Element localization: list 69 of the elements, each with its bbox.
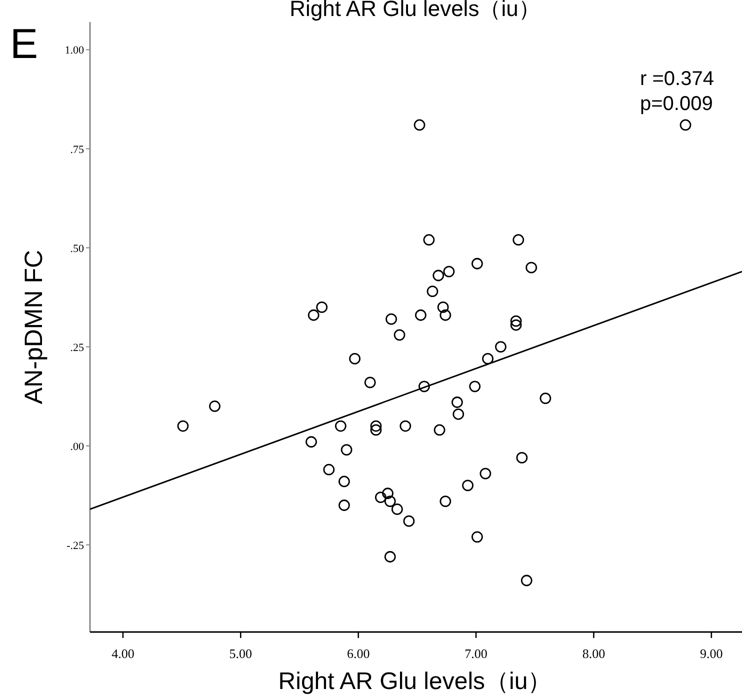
point [432,270,444,282]
chart-title: Right AR Glu levels（iu） [290,0,540,21]
point [403,515,415,527]
x-tick-label: 9.00 [700,646,723,661]
point [520,574,532,586]
point [452,408,464,420]
point [349,352,360,364]
point [540,392,552,404]
point [414,119,426,131]
point [209,400,220,412]
point [437,301,449,313]
annotation: r =0.374 [640,68,714,90]
point [391,504,403,515]
point [472,258,483,270]
y-tick-label: .00 [70,440,84,453]
y-tick-label: .75 [70,144,84,156]
y-axis-title: AN-pDMN FC [20,250,48,404]
point [451,396,463,408]
x-tick-label: 7.00 [464,646,488,661]
point [440,496,452,507]
point [177,420,189,432]
x-tick-label: 6.00 [346,646,370,661]
x-tick-label: 8.00 [582,646,606,661]
point [386,313,397,325]
point [510,319,522,331]
point [308,309,320,321]
point [316,301,328,313]
point [472,531,483,543]
point [440,309,452,321]
x-tick-label: 5.00 [229,646,252,661]
point [516,452,528,464]
point [374,492,386,504]
point [423,234,435,246]
point [370,420,382,432]
point [462,480,474,492]
point [382,488,394,500]
point [394,329,406,341]
point [469,380,481,392]
point [526,262,538,274]
point [434,424,446,436]
point [384,551,396,562]
y-tick-label: 1.00 [64,44,84,57]
point [338,500,350,511]
point [400,420,412,432]
point [495,341,506,353]
point [480,468,492,480]
point [370,424,382,436]
point [334,420,346,432]
x-axis-title: Right AR Glu levels（iu） [278,668,552,695]
point [415,309,426,321]
annotation: p=0.009 [640,93,713,115]
point [482,352,494,364]
x-tick-label: 4.00 [112,646,134,661]
y-tick-label: .50 [70,242,84,255]
point [680,119,692,131]
point [443,266,455,278]
y-tick-label: .25 [70,342,84,354]
point [340,444,352,456]
point [426,286,438,298]
point [364,376,376,388]
point [384,496,396,507]
point [418,380,430,392]
y-tick-label: -.25 [66,540,84,552]
point [512,234,524,246]
text: E [10,20,38,67]
point [306,436,317,448]
point [510,315,522,327]
point [323,464,335,476]
point [338,476,350,488]
